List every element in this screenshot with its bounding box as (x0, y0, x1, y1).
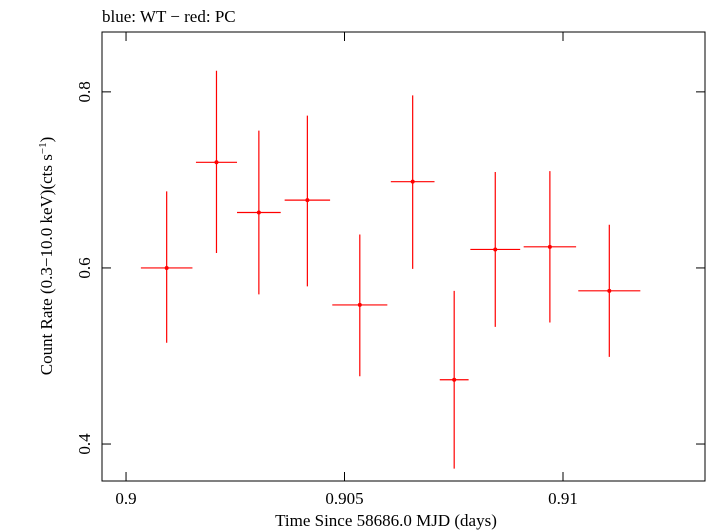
y-axis-label-main: Count Rate (0.3−10.0 keV)(cts s (37, 154, 56, 375)
data-marker (164, 265, 169, 270)
x-tick-label: 0.9 (115, 489, 136, 508)
data-point (284, 115, 331, 287)
data-point (140, 191, 193, 343)
x-tick-label: 0.905 (325, 489, 363, 508)
data-point (578, 224, 641, 357)
data-point (523, 171, 577, 323)
axis-tick-labels: 0.9 0.905 0.91 0.4 0.6 0.8 (75, 81, 578, 508)
data-marker (214, 160, 219, 165)
data-marker (493, 247, 498, 252)
y-axis-label: Count Rate (0.3−10.0 keV)(cts s−1) (37, 137, 56, 376)
data-marker (410, 179, 415, 184)
data-marker (547, 244, 552, 249)
y-axis-label-close: ) (37, 137, 56, 143)
data-marker (256, 210, 261, 215)
data-marker (607, 288, 612, 293)
y-tick-label: 0.6 (75, 257, 94, 278)
data-point (390, 95, 435, 269)
data-marker (357, 302, 362, 307)
data-marker (305, 198, 310, 203)
data-point (332, 234, 388, 377)
data-series (140, 70, 641, 469)
x-axis-label: Time Since 58686.0 MJD (days) (275, 511, 497, 530)
axis-ticks (102, 32, 705, 481)
data-point (439, 290, 469, 469)
plot-frame (101, 31, 706, 482)
chart-title: blue: WT − red: PC (102, 7, 236, 26)
y-axis-label-exponent: −1 (37, 142, 49, 154)
data-point (237, 130, 281, 295)
data-point (470, 171, 521, 327)
data-point (195, 70, 238, 253)
data-marker (452, 377, 457, 382)
x-tick-label: 0.91 (548, 489, 578, 508)
y-tick-label: 0.4 (75, 433, 94, 455)
y-tick-label: 0.8 (75, 81, 94, 102)
